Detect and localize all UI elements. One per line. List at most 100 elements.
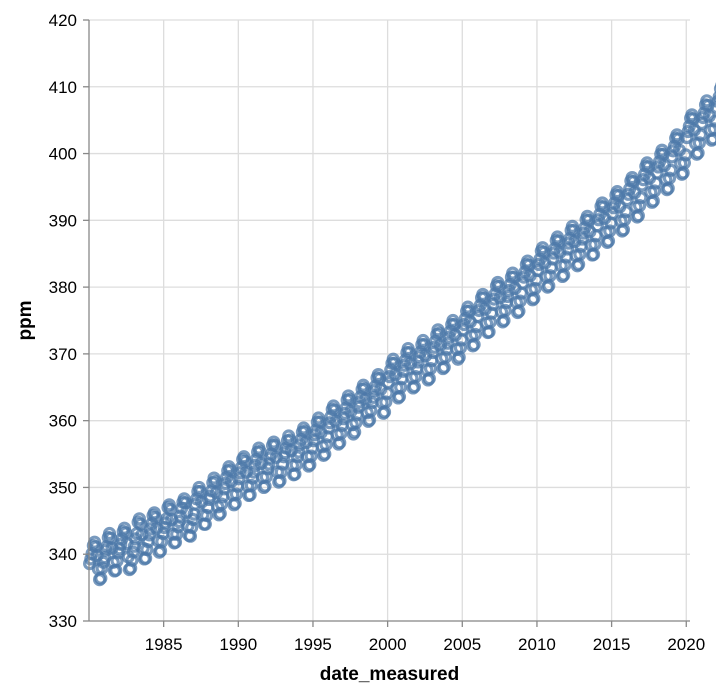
data-point (711, 95, 716, 108)
data-point (407, 380, 421, 394)
data-point (590, 219, 604, 233)
x-axis-title: date_measured (320, 664, 459, 685)
data-point (512, 304, 526, 318)
data-point (232, 472, 246, 486)
y-tick-label: 410 (49, 78, 77, 97)
data-point (289, 458, 303, 472)
x-gridlines (163, 20, 687, 621)
data-point (125, 553, 139, 567)
data-point (170, 527, 184, 541)
y-tick-label: 420 (49, 11, 77, 30)
data-point (575, 232, 589, 246)
data-point (713, 83, 716, 94)
data-point (140, 542, 154, 557)
y-axis: 330 340 350 360 370 380 390 400 410 420 (49, 11, 90, 631)
data-point (647, 184, 662, 198)
data-point (442, 330, 456, 344)
data-point (662, 171, 677, 185)
data-point (650, 166, 664, 180)
data-point (527, 291, 541, 306)
data-point (692, 136, 706, 150)
data-point (676, 166, 690, 180)
data-point (542, 279, 556, 293)
data-point (691, 146, 705, 160)
data-point (601, 234, 616, 248)
y-tick-label: 350 (49, 478, 77, 497)
y-tick-label: 370 (49, 345, 77, 364)
data-point (530, 263, 545, 278)
data-point (248, 458, 262, 473)
x-tick-label: 2020 (667, 635, 705, 654)
data-point (438, 350, 453, 364)
data-point (498, 303, 512, 318)
data-point (482, 325, 496, 339)
data-point (680, 130, 694, 145)
x-tick-label: 2000 (369, 635, 407, 654)
data-point (437, 360, 451, 374)
data-point (334, 426, 348, 440)
data-point (423, 361, 438, 376)
data-point (155, 534, 169, 549)
data-point (268, 438, 282, 452)
data-point (586, 247, 601, 261)
data-point (142, 528, 156, 542)
y-tick-label: 360 (49, 412, 77, 431)
data-point (349, 416, 363, 430)
data-point (199, 508, 214, 523)
data-point (364, 404, 378, 418)
data-point (677, 156, 692, 170)
data-point (304, 449, 318, 463)
x-tick-label: 2010 (518, 635, 556, 654)
data-point (382, 369, 397, 384)
data-point (516, 276, 530, 290)
data-point (319, 438, 333, 452)
data-point (259, 470, 273, 484)
data-point (214, 497, 229, 511)
data-point (618, 213, 632, 227)
data-point (646, 194, 660, 208)
x-tick-label: 2005 (443, 635, 481, 654)
data-point (619, 205, 633, 219)
x-tick-label: 1995 (294, 635, 332, 654)
data-point (124, 561, 138, 575)
data-point (572, 257, 586, 272)
data-point (634, 191, 648, 205)
y-tick-label: 390 (49, 211, 77, 230)
y-tick-label: 400 (49, 145, 77, 164)
data-point (664, 163, 678, 177)
data-point (377, 405, 392, 419)
data-point (94, 571, 108, 585)
data-points (83, 82, 716, 587)
data-point (712, 91, 716, 103)
data-point (573, 247, 587, 261)
data-point (633, 199, 647, 213)
x-tick-label: 2015 (593, 635, 631, 654)
data-point (497, 313, 511, 328)
data-point (558, 258, 572, 272)
data-point (467, 337, 481, 352)
data-point (631, 209, 645, 223)
data-point (710, 100, 716, 115)
data-point (244, 478, 258, 493)
data-point (427, 340, 441, 354)
data-point (274, 465, 288, 479)
data-point (707, 122, 716, 136)
x-tick-label: 1985 (145, 635, 183, 654)
data-point (616, 223, 631, 237)
data-point (501, 289, 515, 304)
data-point (603, 224, 617, 238)
data-point (471, 309, 485, 324)
data-point (502, 283, 516, 298)
data-point (185, 520, 199, 535)
data-point (409, 369, 423, 384)
y-axis-title: ppm (15, 300, 36, 340)
data-point (110, 554, 124, 568)
y-tick-label: 340 (49, 545, 77, 564)
data-point (422, 372, 436, 386)
data-point (229, 487, 244, 501)
data-point (453, 341, 468, 355)
y-tick-label: 330 (49, 612, 77, 631)
data-point (513, 294, 527, 308)
data-point (557, 268, 571, 282)
